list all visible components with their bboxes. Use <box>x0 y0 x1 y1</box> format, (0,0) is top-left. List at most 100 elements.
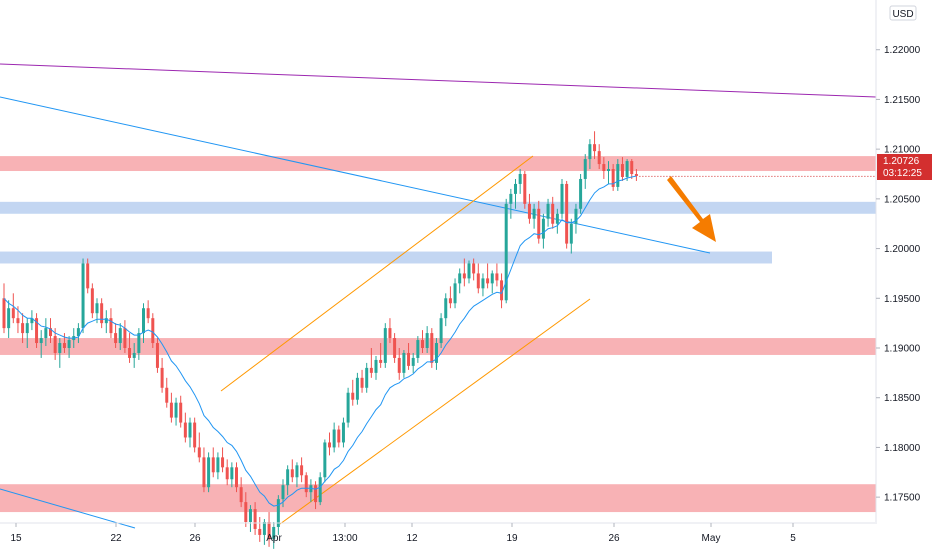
candle-body <box>160 367 164 388</box>
time-tick-label: 12 <box>406 533 418 544</box>
candle-body <box>151 318 155 344</box>
candle <box>253 502 257 535</box>
candle-body <box>67 340 71 348</box>
candle-body <box>597 151 601 165</box>
candle <box>337 425 341 448</box>
candle-body <box>611 169 615 187</box>
candle-body <box>230 467 234 480</box>
candle-body <box>486 278 490 284</box>
candle <box>183 412 187 443</box>
candle-body <box>421 340 424 348</box>
candle-body <box>351 392 355 400</box>
time-tick-label: 26 <box>189 533 201 544</box>
candle <box>504 198 508 304</box>
candle <box>607 161 610 184</box>
candle-body <box>569 223 573 244</box>
candle <box>490 270 494 294</box>
candle-body <box>304 475 308 493</box>
candle <box>332 422 336 453</box>
candle <box>179 395 183 428</box>
candle <box>165 377 169 408</box>
candle-body <box>555 213 559 224</box>
resistance-trendline <box>0 63 877 98</box>
candle <box>565 180 569 249</box>
candle-body <box>323 442 327 478</box>
candle <box>397 348 401 380</box>
candle <box>481 273 485 297</box>
candle-body <box>374 359 378 373</box>
candle-body <box>448 298 452 304</box>
candle <box>341 417 345 448</box>
candle-body <box>202 457 206 488</box>
candle-body <box>574 208 578 224</box>
candle <box>379 343 383 368</box>
candle <box>555 208 559 234</box>
currency-box[interactable] <box>889 5 917 21</box>
candle-body <box>490 273 494 284</box>
candle <box>551 196 555 229</box>
candle <box>388 318 392 344</box>
candle <box>500 273 504 309</box>
candle-body <box>7 308 11 329</box>
candle <box>295 462 299 488</box>
candle-body <box>132 352 136 358</box>
candle <box>132 343 136 368</box>
time-tick-label: 15 <box>10 533 22 544</box>
candle <box>328 432 331 456</box>
zone-rect <box>0 201 876 214</box>
candle <box>235 462 238 493</box>
candle <box>76 323 80 344</box>
candle <box>276 495 280 535</box>
candle-body <box>532 208 536 219</box>
candle <box>114 323 118 348</box>
price-tick-label: 1.18000 <box>884 443 921 454</box>
candle-body <box>397 357 401 373</box>
zone-rect <box>0 251 772 264</box>
candle <box>467 260 471 284</box>
price-axis[interactable]: 1.22000 1.21500 1.21000 1.20500 1.20000 1.195… <box>876 45 921 504</box>
candle-body <box>472 263 476 274</box>
candle-body <box>109 318 113 334</box>
candle-body <box>379 359 383 363</box>
candle <box>444 293 448 327</box>
candle <box>197 432 201 463</box>
candle <box>495 263 499 287</box>
time-tick-label: Apr <box>266 533 282 544</box>
candle <box>25 318 29 348</box>
candle-body <box>235 467 238 488</box>
candle <box>211 447 215 478</box>
candle-body <box>25 323 29 334</box>
candle <box>35 313 39 348</box>
candle-body <box>188 422 192 438</box>
time-axis[interactable]: 15 22 26 Apr 13:00 12 19 26 May 5 <box>10 523 796 544</box>
candle-body <box>318 477 322 503</box>
candle-body <box>630 161 634 174</box>
candle-body <box>174 402 178 418</box>
candle-body <box>383 328 387 363</box>
candle-body <box>118 328 122 344</box>
candle-body <box>476 273 480 289</box>
candle <box>486 263 490 289</box>
candle-body <box>625 161 629 177</box>
candle-body <box>355 377 359 400</box>
candle-body <box>300 465 304 476</box>
candle-body <box>44 328 48 339</box>
candle <box>421 330 424 353</box>
currency-label: USD <box>892 9 913 20</box>
candle-body <box>123 328 127 348</box>
candle <box>541 213 545 249</box>
candle <box>193 417 197 453</box>
candle <box>86 258 90 294</box>
candle-body <box>583 159 587 179</box>
candle <box>100 298 104 329</box>
candle <box>416 336 420 363</box>
candle <box>290 459 294 483</box>
candle-body <box>537 208 541 239</box>
candle <box>630 159 634 179</box>
candle-body <box>142 308 145 334</box>
price-tick-label: 1.22000 <box>884 45 921 56</box>
candle-body <box>276 499 280 527</box>
candle <box>142 303 145 344</box>
time-tick-label: May <box>702 533 721 544</box>
